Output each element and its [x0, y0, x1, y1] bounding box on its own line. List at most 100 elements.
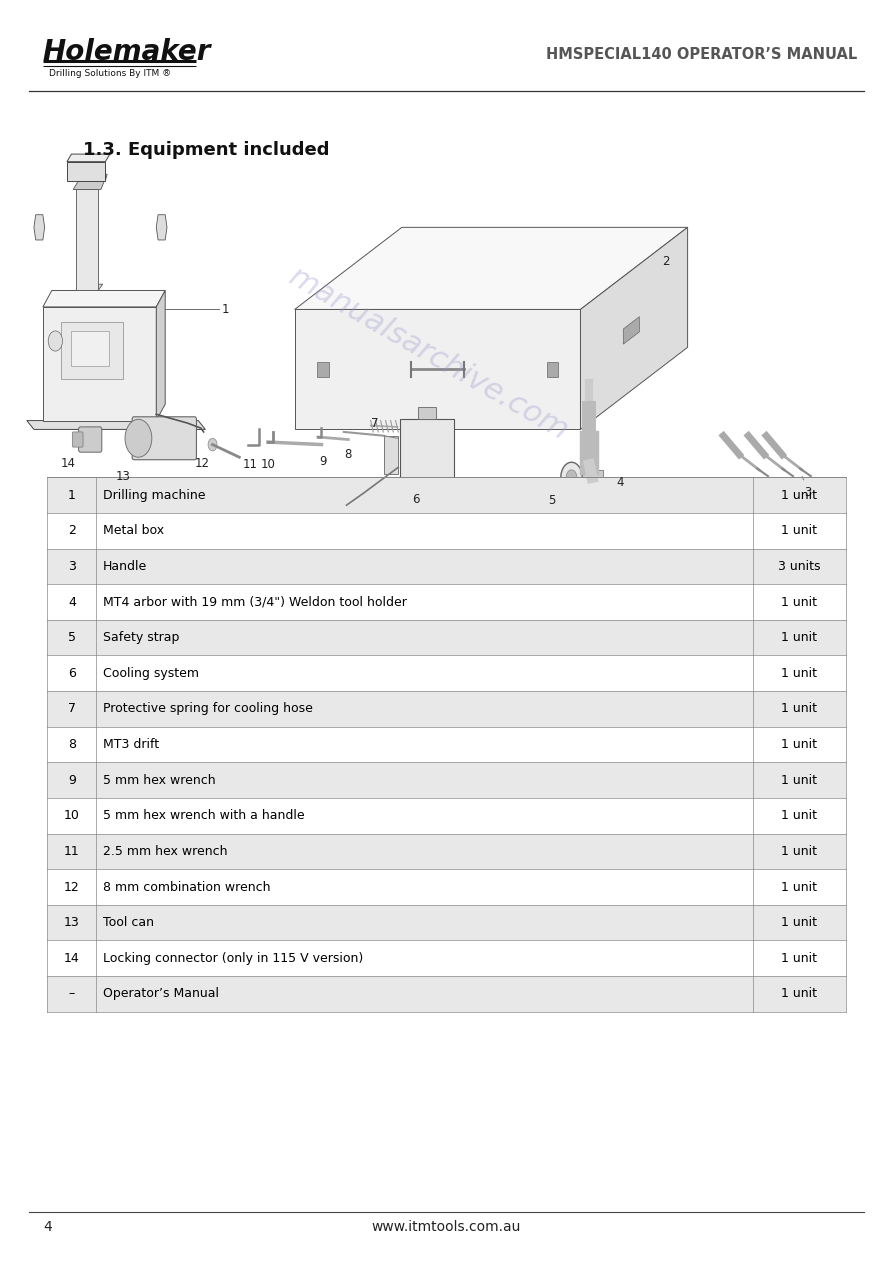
Polygon shape — [156, 290, 165, 421]
FancyBboxPatch shape — [47, 477, 846, 513]
Text: 12: 12 — [195, 457, 210, 470]
Text: 1 unit: 1 unit — [781, 738, 817, 751]
Text: 4: 4 — [616, 476, 623, 489]
Text: 4: 4 — [68, 596, 76, 609]
Text: 8: 8 — [68, 738, 76, 751]
Text: 14: 14 — [64, 952, 79, 965]
FancyBboxPatch shape — [47, 763, 846, 798]
Circle shape — [566, 470, 577, 485]
Text: 12: 12 — [64, 880, 79, 893]
Text: Handle: Handle — [103, 560, 147, 573]
FancyBboxPatch shape — [384, 436, 398, 474]
Text: 2: 2 — [663, 255, 670, 268]
Polygon shape — [43, 307, 156, 421]
Polygon shape — [623, 317, 639, 344]
Text: 11: 11 — [64, 845, 79, 858]
Polygon shape — [76, 189, 98, 290]
Text: Drilling machine: Drilling machine — [103, 489, 205, 501]
Polygon shape — [295, 227, 688, 309]
Text: 1: 1 — [221, 303, 229, 316]
Text: 11: 11 — [243, 458, 258, 471]
Polygon shape — [43, 290, 165, 307]
Text: 7: 7 — [371, 417, 379, 429]
Text: Metal box: Metal box — [103, 524, 163, 537]
FancyBboxPatch shape — [418, 407, 436, 419]
FancyBboxPatch shape — [61, 322, 123, 379]
Text: manualsarchive.com: manualsarchive.com — [284, 261, 573, 446]
FancyBboxPatch shape — [71, 331, 109, 366]
Text: 1 unit: 1 unit — [781, 810, 817, 822]
Text: 7: 7 — [68, 702, 76, 715]
Text: 1 unit: 1 unit — [781, 489, 817, 501]
Text: www.itmtools.com.au: www.itmtools.com.au — [371, 1220, 522, 1234]
Text: Drilling Solutions By ITM ®: Drilling Solutions By ITM ® — [49, 69, 171, 78]
FancyBboxPatch shape — [400, 419, 454, 480]
Text: 4: 4 — [43, 1220, 52, 1234]
Polygon shape — [73, 181, 104, 189]
Text: 10: 10 — [64, 810, 79, 822]
Circle shape — [48, 331, 63, 351]
FancyBboxPatch shape — [47, 976, 846, 1012]
Circle shape — [125, 419, 152, 457]
Text: 8 mm combination wrench: 8 mm combination wrench — [103, 880, 271, 893]
Text: 1 unit: 1 unit — [781, 632, 817, 644]
Text: 3 units: 3 units — [778, 560, 821, 573]
Text: 13: 13 — [64, 916, 79, 930]
Text: 14: 14 — [61, 457, 76, 470]
Text: 9: 9 — [68, 774, 76, 787]
Text: 13: 13 — [116, 470, 131, 482]
Circle shape — [561, 462, 582, 493]
FancyBboxPatch shape — [47, 548, 846, 585]
Polygon shape — [580, 227, 688, 429]
Text: MT4 arbor with 19 mm (3/4") Weldon tool holder: MT4 arbor with 19 mm (3/4") Weldon tool … — [103, 596, 406, 609]
Polygon shape — [34, 215, 45, 240]
Text: Cooling system: Cooling system — [103, 667, 199, 679]
Text: 1 unit: 1 unit — [781, 667, 817, 679]
Text: 1 unit: 1 unit — [781, 916, 817, 930]
Text: 6: 6 — [413, 493, 420, 505]
Text: 3: 3 — [68, 560, 76, 573]
Polygon shape — [27, 421, 205, 429]
Text: Tool can: Tool can — [103, 916, 154, 930]
Text: 1 unit: 1 unit — [781, 774, 817, 787]
FancyBboxPatch shape — [47, 691, 846, 726]
Text: 1 unit: 1 unit — [781, 845, 817, 858]
Polygon shape — [547, 361, 558, 376]
Text: –: – — [69, 988, 75, 1000]
FancyBboxPatch shape — [47, 620, 846, 655]
Text: 1 unit: 1 unit — [781, 702, 817, 715]
FancyBboxPatch shape — [47, 655, 846, 691]
Text: 1 unit: 1 unit — [781, 952, 817, 965]
FancyBboxPatch shape — [47, 513, 846, 548]
FancyBboxPatch shape — [79, 427, 102, 452]
FancyBboxPatch shape — [47, 798, 846, 834]
FancyBboxPatch shape — [47, 834, 846, 869]
Text: 5 mm hex wrench with a handle: 5 mm hex wrench with a handle — [103, 810, 305, 822]
Polygon shape — [156, 215, 167, 240]
Text: Protective spring for cooling hose: Protective spring for cooling hose — [103, 702, 313, 715]
Polygon shape — [76, 284, 103, 290]
Text: 1 unit: 1 unit — [781, 524, 817, 537]
Circle shape — [208, 438, 217, 451]
FancyBboxPatch shape — [578, 470, 603, 485]
FancyBboxPatch shape — [47, 585, 846, 620]
FancyBboxPatch shape — [47, 869, 846, 904]
Text: 1.3. Equipment included: 1.3. Equipment included — [83, 141, 330, 159]
Text: 10: 10 — [261, 458, 276, 471]
FancyBboxPatch shape — [132, 417, 196, 460]
FancyBboxPatch shape — [47, 941, 846, 976]
Text: Operator’s Manual: Operator’s Manual — [103, 988, 219, 1000]
FancyBboxPatch shape — [72, 432, 83, 447]
Polygon shape — [70, 174, 107, 181]
Text: 1 unit: 1 unit — [781, 880, 817, 893]
Polygon shape — [67, 162, 105, 181]
Text: Locking connector (only in 115 V version): Locking connector (only in 115 V version… — [103, 952, 363, 965]
Text: 1 unit: 1 unit — [781, 596, 817, 609]
Text: MT3 drift: MT3 drift — [103, 738, 159, 751]
Text: 2.5 mm hex wrench: 2.5 mm hex wrench — [103, 845, 227, 858]
Text: 6: 6 — [68, 667, 76, 679]
Text: HMSPECIAL140 OPERATOR’S MANUAL: HMSPECIAL140 OPERATOR’S MANUAL — [546, 47, 857, 62]
Text: 5: 5 — [548, 494, 555, 506]
Polygon shape — [67, 154, 110, 162]
Text: 1: 1 — [68, 489, 76, 501]
